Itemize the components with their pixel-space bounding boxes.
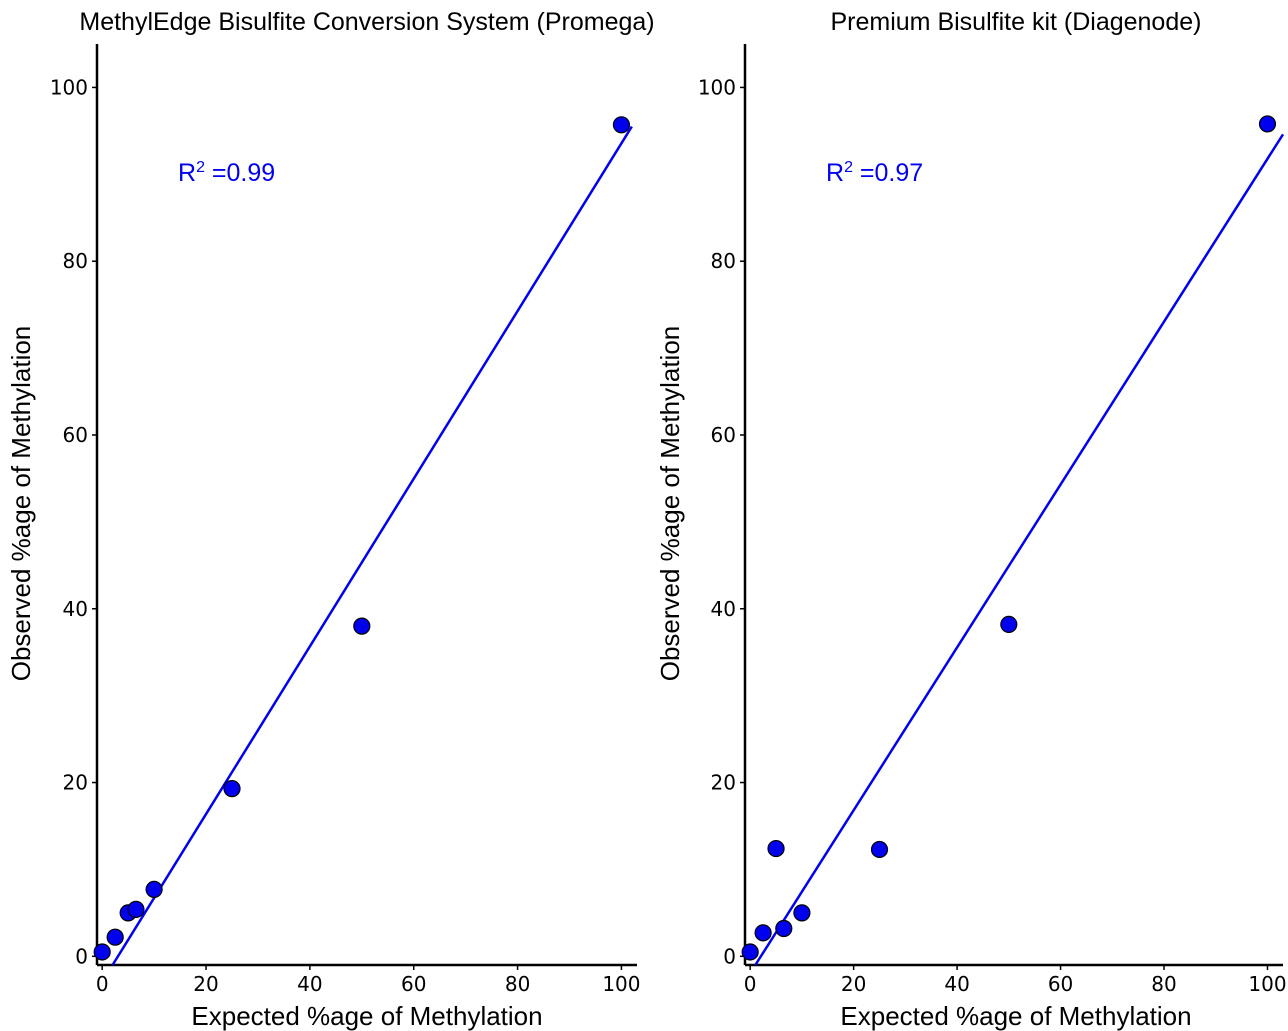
r-squared-superscript: 2: [844, 159, 853, 176]
r-squared-superscript: 2: [196, 159, 205, 176]
r-squared-annotation: R2 =0.97: [826, 159, 923, 187]
x-tick-label: 0: [744, 972, 757, 996]
data-point: [775, 919, 793, 938]
regression-line: [111, 125, 633, 966]
x-tick-label: 20: [841, 972, 866, 996]
x-tick-label: 40: [944, 972, 969, 996]
x-tick-label: 60: [401, 972, 426, 996]
x-tick-label: 80: [1151, 972, 1176, 996]
data-point: [353, 617, 371, 635]
y-tick-label: 100: [698, 75, 736, 99]
r-squared-symbol: R: [178, 159, 196, 187]
y-tick-label: 0: [723, 944, 736, 968]
y-tick-label: 60: [711, 423, 736, 447]
x-tick-label: 0: [96, 972, 109, 996]
data-point: [1000, 615, 1018, 634]
y-axis-label: Observed %age of Methylation: [655, 326, 685, 682]
x-tick-label: 100: [602, 972, 640, 996]
y-tick-label: 20: [63, 771, 88, 795]
chart-title: MethylEdge Bisulfite Conversion System (…: [79, 8, 654, 36]
x-tick-label: 80: [505, 972, 530, 996]
data-point: [612, 116, 631, 134]
x-axis-label: Expected %age of Methylation: [840, 1001, 1191, 1031]
data-point: [93, 943, 111, 961]
y-tick-label: 0: [75, 944, 88, 968]
y-axis-label: Observed %age of Methylation: [6, 326, 36, 682]
y-tick-label: 40: [63, 597, 88, 621]
x-tick-label: 20: [193, 972, 218, 996]
r-squared-value: =0.99: [205, 159, 275, 187]
regression-line: [754, 133, 1285, 966]
y-tick-label: 20: [711, 771, 736, 795]
x-tick-label: 100: [1248, 972, 1286, 996]
data-point: [741, 943, 759, 961]
data-point: [767, 839, 785, 858]
y-tick-label: 80: [711, 249, 736, 273]
data-point: [145, 880, 163, 899]
y-tick-label: 40: [711, 597, 736, 621]
data-point: [223, 780, 241, 798]
y-tick-label: 60: [63, 423, 88, 447]
chart-panel-2: Premium Bisulfite kit (Diagenode)0 20 40 60…: [655, 8, 1287, 1031]
x-axis-label: Expected %age of Methylation: [191, 1001, 542, 1031]
data-point: [870, 840, 889, 859]
chart-title: Premium Bisulfite kit (Diagenode): [831, 8, 1202, 36]
r-squared-annotation: R2 =0.99: [178, 159, 275, 187]
x-tick-label: 60: [1048, 972, 1073, 996]
x-tick-label: 40: [297, 972, 322, 996]
r-squared-value: =0.97: [853, 159, 923, 187]
r-squared-symbol: R: [826, 159, 844, 187]
y-tick-label: 100: [50, 75, 88, 99]
data-point: [1258, 115, 1277, 133]
chart-panel-1: MethylEdge Bisulfite Conversion System (…: [6, 8, 655, 1031]
data-point: [793, 904, 811, 922]
data-point: [106, 928, 124, 946]
y-tick-label: 80: [63, 249, 88, 273]
data-point: [754, 924, 772, 942]
data-point: [127, 900, 145, 918]
